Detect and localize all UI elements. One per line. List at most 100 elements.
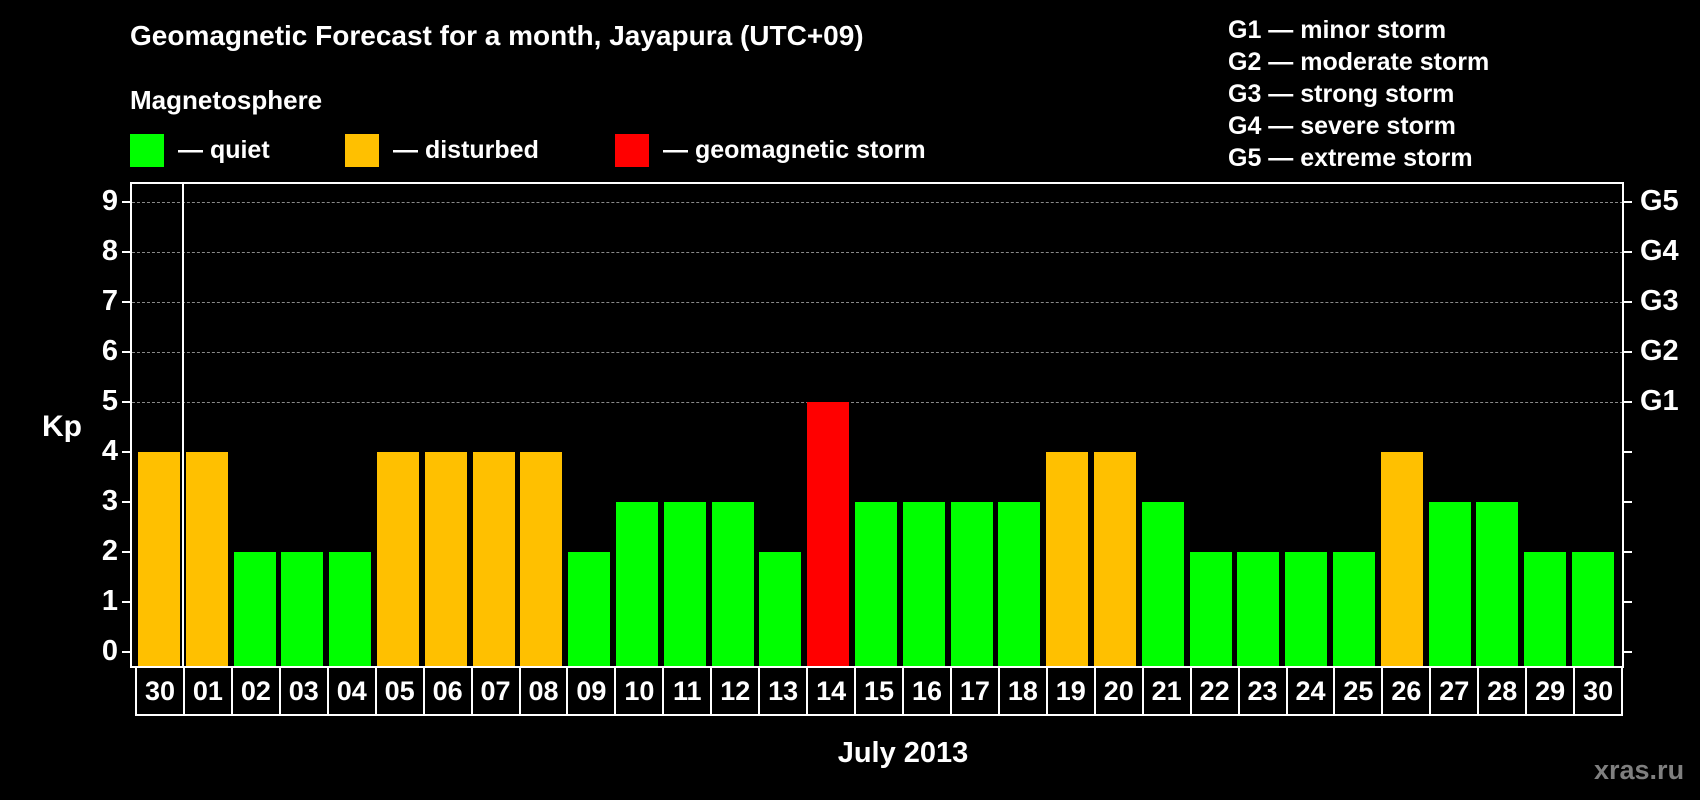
bar-disturbed: [1094, 452, 1136, 668]
y-tick-label: 7: [101, 285, 118, 317]
y-tick-right: [1624, 401, 1632, 403]
date-label: 16: [904, 668, 952, 714]
storm-scale-g1: G1 — minor storm: [1228, 16, 1447, 44]
date-label: 13: [760, 668, 809, 714]
bar-quiet: [711, 502, 754, 668]
bar-quiet: [1189, 552, 1232, 668]
bar-quiet: [759, 552, 802, 668]
y-tick-label: 1: [101, 585, 118, 617]
legend-title: Magnetosphere: [130, 85, 323, 115]
bar-disturbed: [520, 452, 563, 668]
legend-storm: — geomagnetic storm: [615, 133, 926, 167]
gridline: [132, 202, 1623, 203]
date-label: 20: [1096, 668, 1144, 714]
date-label: 01: [185, 668, 233, 714]
date-label: 28: [1479, 668, 1528, 714]
legend-disturbed-label: — disturbed: [393, 135, 539, 164]
storm-level-label: G3: [1640, 285, 1679, 317]
date-label: 09: [568, 668, 617, 714]
storm-level-label: G5: [1640, 185, 1679, 217]
date-label: 21: [1144, 668, 1192, 714]
bar-quiet: [1524, 552, 1567, 668]
bar-disturbed: [424, 452, 467, 668]
date-label: 22: [1192, 668, 1240, 714]
bar-disturbed: [1046, 452, 1089, 668]
y-tick: [122, 351, 130, 353]
date-label: 08: [521, 668, 569, 714]
y-tick-right: [1624, 251, 1632, 253]
y-tick-right: [1624, 451, 1632, 453]
y-tick: [122, 201, 130, 203]
date-label: 02: [233, 668, 281, 714]
bar-quiet: [1333, 552, 1375, 668]
date-label: 06: [425, 668, 473, 714]
y-tick-label: 8: [101, 235, 118, 267]
y-tick-right: [1624, 351, 1632, 353]
bar-quiet: [902, 502, 945, 668]
month-separator: [182, 182, 184, 668]
date-label: 14: [808, 668, 857, 714]
y-tick-right: [1624, 201, 1632, 203]
storm-level-label: G4: [1640, 235, 1679, 267]
y-tick-right: [1624, 301, 1632, 303]
date-label: 23: [1240, 668, 1288, 714]
bar-quiet: [616, 502, 658, 668]
bar-disturbed: [1380, 452, 1423, 668]
bar-disturbed: [472, 452, 515, 668]
y-tick: [122, 551, 130, 553]
disturbed-swatch-icon: [345, 133, 379, 167]
date-label: 05: [377, 668, 425, 714]
bar-quiet: [1237, 552, 1280, 668]
y-tick-label: 2: [101, 535, 118, 567]
storm-swatch-icon: [615, 133, 649, 167]
chart-title: Geomagnetic Forecast for a month, Jayapu…: [130, 20, 864, 51]
date-label: 29: [1527, 668, 1576, 714]
gridline: [132, 302, 1623, 303]
bar-quiet: [1572, 552, 1614, 668]
y-tick: [122, 301, 130, 303]
y-tick-right: [1624, 501, 1632, 503]
bar-disturbed: [185, 452, 228, 668]
bar-quiet: [1476, 502, 1519, 668]
bar-quiet: [663, 502, 706, 668]
x-axis-title: July 2013: [837, 737, 969, 769]
y-tick: [122, 451, 130, 453]
storm-scale-legend: G1 — minor storm G2 — moderate storm G3 …: [1228, 14, 1489, 174]
quiet-swatch-icon: [130, 133, 164, 167]
gridline: [132, 352, 1623, 353]
y-tick: [122, 501, 130, 503]
date-label: 24: [1288, 668, 1336, 714]
y-tick: [122, 401, 130, 403]
date-label: 04: [329, 668, 377, 714]
bar-quiet: [1428, 502, 1471, 668]
bar-quiet: [568, 552, 611, 668]
y-tick: [122, 251, 130, 253]
y-tick: [122, 601, 130, 603]
date-label: 19: [1048, 668, 1096, 714]
plot-frame: [130, 182, 1624, 668]
date-label: 10: [616, 668, 665, 714]
storm-scale-g4: G4 — severe storm: [1228, 112, 1456, 140]
legend-quiet: — quiet: [130, 133, 270, 167]
y-tick-label: 6: [101, 335, 118, 367]
legend-disturbed: — disturbed: [345, 133, 539, 167]
bar-disturbed: [138, 452, 180, 668]
gridline: [132, 252, 1623, 253]
date-label: 07: [473, 668, 521, 714]
date-label: 27: [1431, 668, 1480, 714]
bar-storm: [807, 402, 850, 668]
legend-storm-label: — geomagnetic storm: [663, 135, 926, 164]
date-label: 12: [712, 668, 761, 714]
bar-disturbed: [377, 452, 419, 668]
y-tick-right: [1624, 551, 1632, 553]
y-tick: [122, 651, 130, 653]
y-tick-label: 3: [101, 485, 118, 517]
date-label: 03: [281, 668, 329, 714]
x-axis-date-labels: 30 01 02 03 04 05 06 07 08 09 10 11 12 13 14 15 16 17 18 19…: [135, 668, 1623, 716]
date-label: 17: [952, 668, 1000, 714]
y-tick-label: 9: [101, 185, 118, 217]
date-label: 15: [856, 668, 904, 714]
y-tick-label: 5: [101, 385, 118, 417]
storm-level-label: G1: [1640, 385, 1679, 417]
legend-quiet-label: — quiet: [178, 135, 270, 164]
